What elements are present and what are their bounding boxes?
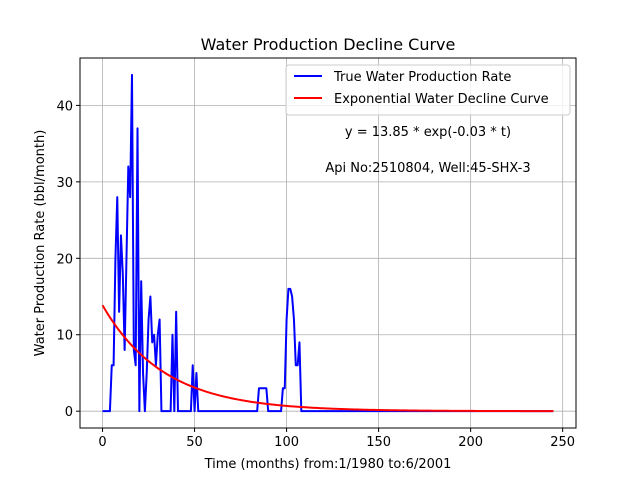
x-tick-label: 100 bbox=[274, 435, 299, 450]
series-true-water-production-rate bbox=[102, 73, 554, 413]
series-exponential-water-decline-curve bbox=[101, 304, 554, 413]
y-tick-label: 30 bbox=[56, 176, 73, 191]
legend-label-true-rate: True Water Production Rate bbox=[333, 70, 511, 85]
axis-ticks: 0 50 100 150 200 250 0 10 20 30 40 bbox=[56, 99, 575, 450]
x-tick-label: 200 bbox=[458, 435, 483, 450]
y-tick-label: 0 bbox=[65, 405, 73, 420]
legend: True Water Production Rate Exponential W… bbox=[285, 64, 571, 116]
x-tick-label: 0 bbox=[98, 435, 106, 450]
x-tick-label: 50 bbox=[186, 435, 203, 450]
plot-frame bbox=[79, 57, 577, 429]
legend-label-decline-curve: Exponential Water Decline Curve bbox=[334, 92, 549, 107]
y-tick-label: 10 bbox=[56, 329, 73, 344]
well-id-annotation: Api No:2510804, Well:45-SHX-3 bbox=[325, 161, 530, 176]
x-tick-label: 150 bbox=[366, 435, 391, 450]
y-axis-label: Water Production Rate (bbl/month) bbox=[33, 130, 48, 357]
x-tick-label: 250 bbox=[550, 435, 575, 450]
legend-box bbox=[285, 64, 571, 116]
chart-title: Water Production Decline Curve bbox=[201, 35, 456, 54]
x-axis-label: Time (months) from:1/1980 to:6/2001 bbox=[204, 457, 452, 472]
y-tick-label: 40 bbox=[56, 99, 73, 114]
fit-equation-annotation: y = 13.85 * exp(-0.03 * t) bbox=[345, 125, 511, 140]
y-tick-label: 20 bbox=[56, 252, 73, 267]
plot-lines bbox=[101, 73, 554, 413]
